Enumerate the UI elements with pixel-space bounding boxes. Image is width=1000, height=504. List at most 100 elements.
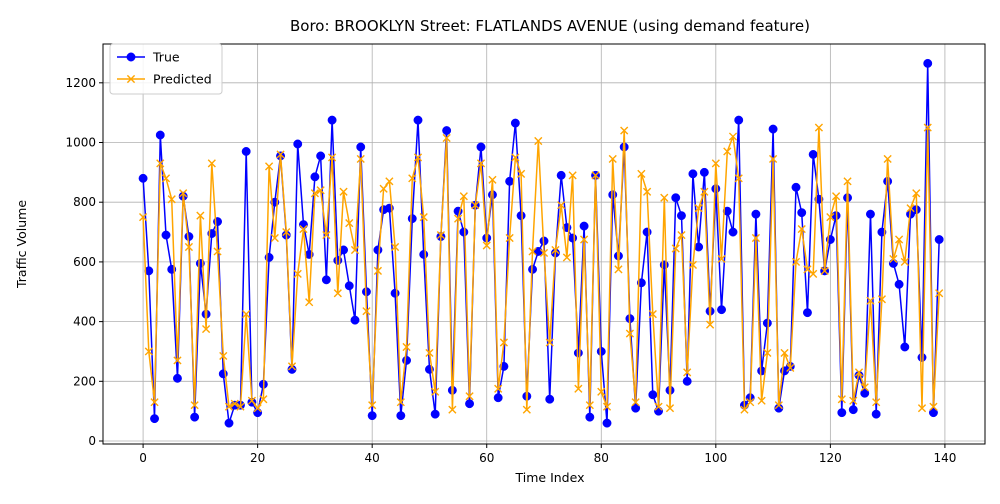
data-point-predicted <box>688 260 698 269</box>
data-point-true <box>734 115 744 125</box>
data-point-true <box>866 209 875 219</box>
data-point-true <box>161 230 171 240</box>
data-point-predicted <box>849 396 858 405</box>
data-point-true <box>413 115 423 125</box>
data-point-true <box>144 266 154 276</box>
data-point-predicted <box>935 289 944 298</box>
data-point-predicted <box>242 310 251 319</box>
data-point-true <box>688 169 698 179</box>
data-point-predicted <box>327 153 337 162</box>
data-point-predicted <box>213 247 222 256</box>
x-tick-label: 120 <box>819 451 842 465</box>
data-point-true <box>350 315 360 325</box>
data-point-predicted <box>562 253 572 262</box>
data-point-predicted <box>448 405 457 414</box>
data-point-true <box>579 221 589 231</box>
data-point-predicted <box>253 404 262 413</box>
data-point-predicted <box>534 136 543 146</box>
data-point-true <box>677 211 686 221</box>
data-point-predicted <box>671 244 680 253</box>
data-point-predicted <box>683 368 692 377</box>
data-point-predicted <box>339 187 348 196</box>
data-point-true <box>803 308 812 318</box>
data-point-true <box>768 124 778 134</box>
data-point-true <box>699 167 709 177</box>
legend-marker <box>126 52 136 62</box>
series-line-predicted <box>142 126 940 411</box>
data-point-predicted <box>179 189 188 198</box>
data-point-predicted <box>625 329 635 338</box>
data-point-predicted <box>763 348 772 358</box>
y-tick-label: 0 <box>88 434 96 448</box>
data-point-predicted <box>476 159 486 168</box>
legend-marker <box>126 74 136 84</box>
data-point-true <box>333 255 343 265</box>
data-point-true <box>837 408 847 418</box>
data-point-predicted <box>866 296 875 305</box>
data-point-true <box>138 173 148 183</box>
data-point-predicted <box>700 187 709 196</box>
data-point-true <box>762 318 772 328</box>
data-point-predicted <box>820 266 829 275</box>
data-point-predicted <box>786 363 795 372</box>
data-point-predicted <box>872 398 881 407</box>
data-point-predicted <box>419 213 428 222</box>
data-point-predicted <box>757 396 766 405</box>
data-point-true <box>373 245 383 255</box>
data-point-predicted <box>350 245 360 255</box>
series-lines <box>138 58 944 428</box>
y-tick-label: 1000 <box>65 136 96 150</box>
data-point-predicted <box>333 289 342 298</box>
data-point-true <box>327 115 337 125</box>
y-axis-label: Traffic Volume <box>14 200 29 289</box>
data-point-true <box>396 411 406 421</box>
data-point-predicted <box>648 310 657 319</box>
data-point-predicted <box>356 154 365 164</box>
data-point-predicted <box>436 230 446 240</box>
data-point-true <box>602 418 612 428</box>
data-point-predicted <box>196 211 205 220</box>
data-point-predicted <box>694 204 703 213</box>
x-tick-label: 0 <box>139 451 147 465</box>
legend-label: Predicted <box>153 72 212 87</box>
data-point-predicted <box>814 123 824 132</box>
data-point-true <box>671 193 681 203</box>
data-point-predicted <box>528 247 537 256</box>
data-point-predicted <box>287 362 297 371</box>
data-point-true <box>871 409 881 419</box>
data-point-true <box>894 279 904 289</box>
data-point-predicted <box>791 257 801 267</box>
data-point-predicted <box>717 254 726 264</box>
data-point-predicted <box>138 213 148 222</box>
data-point-predicted <box>597 387 606 396</box>
data-point-predicted <box>894 235 904 244</box>
data-point-predicted <box>929 402 938 411</box>
chart-title: Boro: BROOKLYN Street: FLATLANDS AVENUE … <box>290 17 810 35</box>
data-point-predicted <box>150 398 159 407</box>
data-point-predicted <box>442 133 451 143</box>
data-point-predicted <box>396 398 405 407</box>
data-point-predicted <box>494 384 503 393</box>
data-point-predicted <box>224 402 234 411</box>
data-point-predicted <box>877 295 887 304</box>
data-point-predicted <box>207 159 216 168</box>
legend-entry-predicted: Predicted <box>117 72 212 87</box>
data-point-predicted <box>259 395 268 404</box>
legend-entry-true: True <box>117 50 180 65</box>
data-point-true <box>299 220 308 230</box>
data-point-true <box>568 233 578 243</box>
data-point-predicted <box>282 227 291 237</box>
data-point-predicted <box>900 257 909 267</box>
data-point-true <box>682 376 692 386</box>
data-point-predicted <box>201 324 211 334</box>
data-point-predicted <box>568 171 577 180</box>
data-point-predicted <box>917 404 927 413</box>
data-point-predicted <box>723 147 732 156</box>
data-point-predicted <box>425 348 434 358</box>
data-point-true <box>476 142 486 152</box>
data-point-predicted <box>471 201 480 210</box>
data-point-true <box>344 281 354 291</box>
y-tick-label: 400 <box>73 315 96 329</box>
data-point-predicted <box>373 266 383 275</box>
